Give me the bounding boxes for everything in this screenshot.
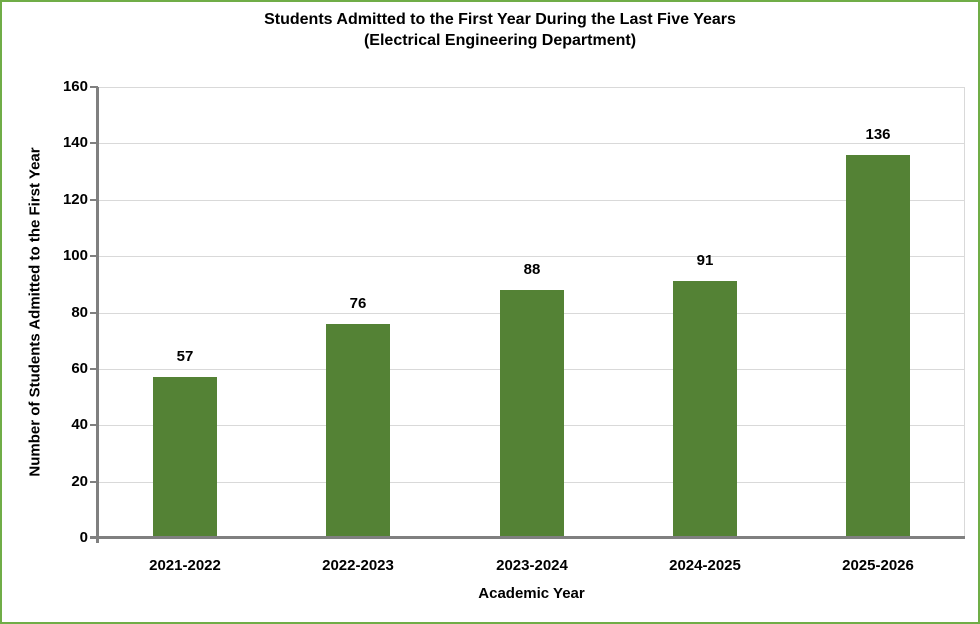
x-tick-label: 2025-2026 [842, 557, 914, 574]
x-tick-label: 2021-2022 [149, 557, 221, 574]
chart-title-line1: Students Admitted to the First Year Duri… [264, 11, 736, 28]
bar [500, 290, 564, 538]
x-tick-label: 2024-2025 [669, 557, 741, 574]
bar-value-label: 136 [865, 126, 891, 143]
y-axis-tick [90, 142, 98, 144]
plot-area [98, 87, 965, 538]
x-axis-title: Academic Year [478, 585, 585, 602]
y-axis-tick [90, 86, 98, 88]
y-gridline [98, 87, 965, 88]
y-axis-tick [90, 424, 98, 426]
y-gridline [98, 256, 965, 257]
bar [846, 155, 910, 538]
x-tick-label: 2023-2024 [496, 557, 568, 574]
bar-value-label: 88 [523, 261, 541, 278]
y-tick-label: 40 [71, 416, 88, 433]
y-tick-label: 80 [71, 304, 88, 321]
chart-title: Students Admitted to the First Year Duri… [30, 9, 970, 51]
y-tick-label: 140 [62, 134, 88, 151]
bar-value-label: 57 [176, 348, 194, 365]
y-gridline [98, 200, 965, 201]
y-tick-label: 120 [62, 191, 88, 208]
y-tick-label: 60 [71, 360, 88, 377]
bar [673, 281, 737, 538]
y-tick-label: 0 [79, 529, 88, 546]
y-axis-tick [90, 312, 98, 314]
y-axis-tick [90, 368, 98, 370]
y-axis-tick [90, 537, 98, 539]
y-tick-label: 160 [62, 78, 88, 95]
x-tick-label: 2022-2023 [322, 557, 394, 574]
y-axis-tick [90, 255, 98, 257]
bar-value-label: 76 [349, 295, 367, 312]
y-axis-line [96, 87, 99, 543]
y-tick-label: 20 [71, 473, 88, 490]
y-tick-label: 100 [62, 247, 88, 264]
chart-title-line2: (Electrical Engineering Department) [363, 32, 637, 49]
bar-value-label: 91 [696, 252, 714, 269]
bar [153, 377, 217, 538]
y-gridline [98, 143, 965, 144]
x-axis-line [90, 536, 965, 539]
plot-right-border-line [964, 87, 965, 538]
bar [326, 324, 390, 538]
y-axis-tick [90, 199, 98, 201]
y-axis-tick [90, 481, 98, 483]
